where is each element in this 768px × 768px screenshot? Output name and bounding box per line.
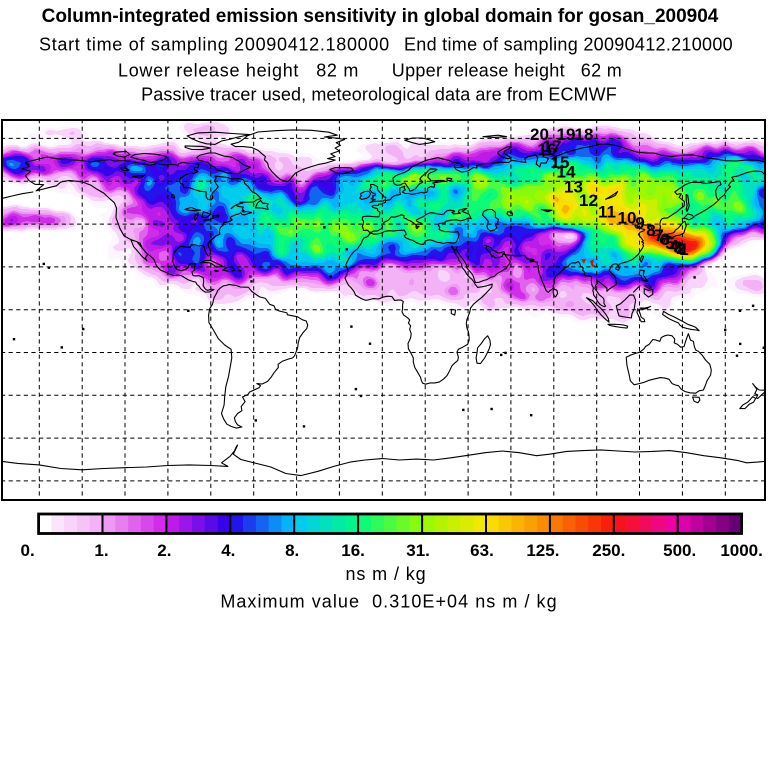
svg-text:2.: 2. [157, 541, 171, 560]
svg-text:2: 2 [676, 239, 685, 258]
svg-text:5: 5 [665, 234, 674, 253]
svg-text:End time of sampling 20090412.: End time of sampling 20090412.210000 [404, 35, 733, 55]
svg-text:Maximum value 0.310E+04 ns m: Maximum value 0.310E+04 ns m / kg [220, 592, 557, 612]
svg-text:16: 16 [538, 140, 557, 159]
svg-text:19: 19 [557, 125, 576, 144]
svg-text:500.: 500. [663, 541, 696, 560]
svg-text:15: 15 [551, 153, 570, 172]
svg-text:Lower release height 82 m: Lower release height 82 m [118, 60, 359, 80]
svg-text:8.: 8. [285, 541, 299, 560]
svg-text:18: 18 [575, 125, 594, 144]
svg-text:1000.: 1000. [720, 541, 763, 560]
svg-text:13: 13 [564, 178, 583, 197]
svg-text:63.: 63. [470, 541, 494, 560]
svg-text:ns m / kg: ns m / kg [345, 564, 426, 584]
svg-text:250.: 250. [592, 541, 625, 560]
svg-text:20: 20 [530, 125, 549, 144]
svg-text:Passive tracer used, meteorolo: Passive tracer used, meteorological data… [141, 84, 617, 104]
svg-text:9: 9 [635, 214, 644, 233]
svg-text:Column-integrated emission sen: Column-integrated emission sensitivity i… [42, 6, 719, 27]
svg-text:1: 1 [679, 240, 688, 259]
svg-text:7: 7 [654, 226, 663, 245]
svg-text:125.: 125. [526, 541, 559, 560]
svg-text:0.: 0. [21, 541, 35, 560]
svg-text:14: 14 [557, 163, 576, 182]
svg-text:11: 11 [598, 203, 616, 222]
svg-text:6: 6 [660, 230, 669, 249]
svg-text:Start time of sampling 2009041: Start time of sampling 20090412.180000 [39, 35, 390, 55]
svg-text:16.: 16. [341, 541, 365, 560]
svg-text:10: 10 [618, 209, 637, 228]
svg-text:4.: 4. [221, 541, 235, 560]
svg-text:12: 12 [579, 191, 598, 210]
svg-text:31.: 31. [406, 541, 430, 560]
svg-text:3: 3 [673, 238, 682, 257]
svg-text:4: 4 [669, 237, 679, 256]
svg-text:8: 8 [646, 221, 655, 240]
svg-text:1.: 1. [94, 541, 108, 560]
svg-text:17: 17 [543, 137, 562, 156]
svg-text:Upper release height 62 m: Upper release height 62 m [392, 60, 622, 80]
